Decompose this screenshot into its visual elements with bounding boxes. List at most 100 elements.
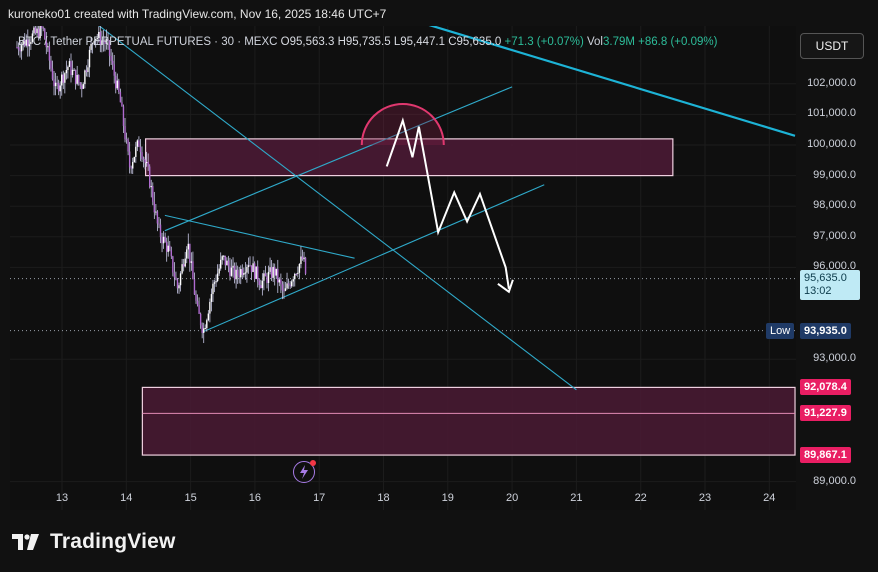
candle-body bbox=[303, 257, 305, 260]
lightning-icon[interactable] bbox=[293, 460, 316, 483]
candle-body bbox=[104, 42, 106, 44]
y-tick-label: 99,000.0 bbox=[813, 168, 856, 181]
symbol-name[interactable]: BTC / Tether PERPETUAL FUTURES · 30 · ME… bbox=[18, 36, 278, 48]
candle-body bbox=[50, 60, 52, 69]
projection-arrowhead bbox=[497, 279, 514, 294]
candle-body bbox=[266, 276, 268, 283]
candle-body bbox=[19, 49, 21, 52]
candle-body bbox=[128, 151, 131, 168]
candle-body bbox=[204, 328, 206, 330]
candle-body bbox=[67, 66, 69, 71]
candle-body bbox=[139, 146, 142, 153]
candle-body bbox=[277, 268, 279, 283]
x-tick-label: 21 bbox=[570, 492, 583, 504]
candle-body bbox=[233, 265, 236, 280]
candle-body bbox=[212, 283, 214, 295]
candle-body bbox=[193, 279, 196, 295]
candle-body bbox=[93, 41, 95, 44]
candle-body bbox=[88, 49, 91, 68]
candle-body bbox=[295, 273, 298, 275]
candle-body bbox=[218, 268, 220, 274]
candle-body bbox=[127, 139, 129, 152]
candle-body bbox=[292, 279, 294, 282]
candle-body bbox=[253, 263, 256, 279]
notification-dot bbox=[310, 460, 316, 466]
candle-body bbox=[121, 102, 123, 107]
candle-body bbox=[147, 162, 149, 167]
candle-body bbox=[31, 33, 34, 42]
volume-label: Vol bbox=[587, 36, 603, 48]
x-tick-label: 16 bbox=[248, 492, 262, 504]
candle-body bbox=[249, 265, 251, 267]
candle-body bbox=[17, 47, 20, 50]
candle-body bbox=[241, 269, 243, 275]
candle-body bbox=[243, 273, 245, 275]
candle-body bbox=[42, 27, 44, 29]
x-tick-label: 17 bbox=[313, 492, 326, 504]
candle-body bbox=[76, 74, 78, 84]
candle-body bbox=[110, 55, 112, 61]
candle-body bbox=[227, 260, 230, 267]
candle-body bbox=[229, 266, 231, 276]
candle-body bbox=[283, 290, 285, 292]
x-tick-label: 22 bbox=[634, 492, 647, 504]
y-tick-label: 98,000.0 bbox=[813, 199, 856, 212]
candle-body bbox=[136, 140, 139, 147]
candle-body bbox=[221, 256, 223, 260]
candle-body bbox=[62, 74, 64, 83]
currency-button[interactable]: USDT bbox=[800, 33, 864, 59]
candle-body bbox=[162, 236, 165, 244]
symbol-legend: BTC / Tether PERPETUAL FUTURES · 30 · ME… bbox=[18, 36, 717, 48]
chart-canvas[interactable] bbox=[10, 26, 796, 510]
trend-line bbox=[98, 26, 577, 391]
candle-body bbox=[94, 38, 97, 42]
candle-body bbox=[68, 61, 71, 67]
candle-body bbox=[155, 211, 157, 213]
candle-body bbox=[33, 27, 35, 34]
candle-body bbox=[85, 70, 88, 73]
candle-body bbox=[252, 263, 254, 273]
y-tick-label: 100,000.0 bbox=[807, 138, 856, 150]
trend-line bbox=[164, 214, 355, 259]
zone-price-label: 91,227.9 bbox=[800, 405, 851, 422]
candle-body bbox=[290, 281, 293, 287]
candle-body bbox=[274, 266, 276, 276]
x-tick-label: 23 bbox=[698, 492, 712, 504]
candle-body bbox=[179, 273, 182, 286]
candle-body bbox=[267, 271, 270, 283]
candle-body bbox=[190, 261, 193, 263]
candle-body bbox=[81, 85, 83, 89]
candle-body bbox=[192, 261, 194, 280]
candle-body bbox=[57, 83, 60, 92]
trend-line bbox=[428, 26, 796, 137]
x-tick-label: 13 bbox=[55, 492, 69, 504]
candle-body bbox=[170, 250, 173, 257]
candle-body bbox=[130, 167, 132, 169]
candle-body bbox=[78, 74, 80, 83]
candle-body bbox=[278, 279, 281, 283]
candle-body bbox=[22, 40, 24, 46]
candle-body bbox=[82, 84, 85, 89]
candle-body bbox=[48, 46, 51, 61]
candle-body bbox=[37, 28, 40, 39]
candle-body bbox=[195, 294, 197, 301]
candle-body bbox=[115, 75, 117, 89]
candle-body bbox=[261, 280, 264, 289]
trend-line bbox=[164, 86, 513, 232]
candle-body bbox=[215, 281, 217, 283]
candle-body bbox=[264, 273, 267, 277]
candle-body bbox=[107, 39, 109, 41]
chart-panel[interactable] bbox=[10, 26, 796, 510]
candle-body bbox=[34, 27, 37, 34]
candle-body bbox=[244, 272, 247, 274]
volume-change: +86.8 (+0.09%) bbox=[638, 36, 718, 48]
trend-line bbox=[203, 184, 545, 333]
candle-body bbox=[118, 80, 120, 92]
candle-body bbox=[149, 166, 151, 188]
candle-body bbox=[144, 159, 146, 163]
candle-body bbox=[99, 31, 102, 46]
y-tick-label: 97,000.0 bbox=[813, 229, 856, 242]
candle-body bbox=[116, 80, 118, 89]
candle-body bbox=[169, 245, 171, 251]
candle-body bbox=[304, 257, 307, 274]
